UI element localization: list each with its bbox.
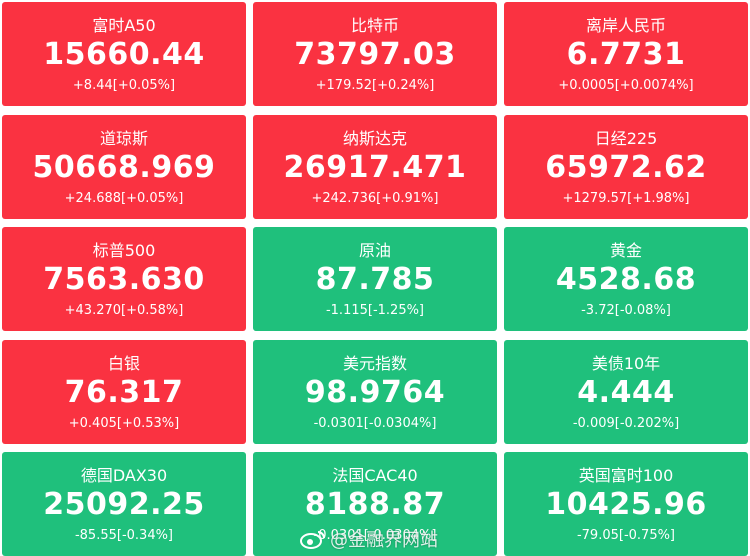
quote-name: 美元指数 xyxy=(342,353,407,373)
quote-price: 25092.25 xyxy=(43,487,205,522)
quote-price: 6.7731 xyxy=(566,37,686,72)
quote-change: -3.72[-0.08%] xyxy=(581,303,671,318)
quote-price: 76.317 xyxy=(64,374,184,410)
quote-name: 标普500 xyxy=(92,241,156,260)
quote-name: 纳斯达克 xyxy=(342,128,407,148)
quote-price: 65972.62 xyxy=(545,149,707,185)
quote-name: 比特币 xyxy=(350,16,399,35)
quote-price: 98.9764 xyxy=(304,374,446,410)
quote-tile: 美元指数 98.9764 -0.0301[-0.0304%] xyxy=(253,339,497,444)
quote-name: 德国DAX30 xyxy=(80,466,168,485)
watermark: @金融界网站 xyxy=(300,526,438,552)
quote-tile: 法国CAC40 8188.87 -0.0301[-0.0304%] xyxy=(253,452,497,556)
quote-tile: 原油 87.785 -1.115[-1.25%] xyxy=(253,227,497,331)
watermark-text: @金融界网站 xyxy=(330,530,438,551)
quote-tile: 标普500 7563.630 +43.270[+0.58%] xyxy=(2,227,246,331)
quote-tile: 富时A50 15660.44 +8.44[+0.05%] xyxy=(2,2,246,106)
quote-price: 15660.44 xyxy=(43,37,205,72)
quote-change: +8.44[+0.05%] xyxy=(72,78,176,93)
quote-tile: 黄金 4528.68 -3.72[-0.08%] xyxy=(504,227,748,331)
quote-price: 7563.630 xyxy=(43,262,205,297)
quote-change: -0.0301[-0.0304%] xyxy=(313,528,437,543)
quote-price: 10425.96 xyxy=(545,487,707,522)
quote-change: -85.55[-0.34%] xyxy=(74,528,174,543)
quote-name: 美债10年 xyxy=(591,353,661,373)
quote-change: -79.05[-0.75%] xyxy=(576,528,676,543)
quote-tile: 离岸人民币 6.7731 +0.0005[+0.0074%] xyxy=(504,2,748,106)
quote-price: 26917.471 xyxy=(283,149,467,185)
quote-change: +179.52[+0.24%] xyxy=(315,78,435,93)
quote-change: +1279.57[+1.98%] xyxy=(562,190,690,206)
quote-name: 富时A50 xyxy=(92,16,156,35)
quote-price: 87.785 xyxy=(315,262,435,297)
quote-tile: 德国DAX30 25092.25 -85.55[-0.34%] xyxy=(2,452,246,556)
quote-name: 离岸人民币 xyxy=(585,16,666,35)
quote-name: 原油 xyxy=(358,241,391,260)
quote-change: -1.115[-1.25%] xyxy=(325,303,425,318)
quote-change: +43.270[+0.58%] xyxy=(64,303,184,318)
quote-change: -0.0301[-0.0304%] xyxy=(313,415,437,431)
quote-price: 4.444 xyxy=(577,374,675,410)
quote-name: 黄金 xyxy=(609,241,642,260)
quote-name: 法国CAC40 xyxy=(332,466,418,485)
quote-name: 白银 xyxy=(107,353,140,373)
quote-name: 道琼斯 xyxy=(99,128,148,148)
quote-tile: 道琼斯 50668.969 +24.688[+0.05%] xyxy=(2,114,246,219)
quote-change: -0.009[-0.202%] xyxy=(572,415,680,431)
quote-tile: 纳斯达克 26917.471 +242.736[+0.91%] xyxy=(253,114,497,219)
quote-change: +0.0005[+0.0074%] xyxy=(558,78,694,93)
quote-name: 英国富时100 xyxy=(578,466,674,485)
quote-tile: 美债10年 4.444 -0.009[-0.202%] xyxy=(504,339,748,444)
quote-price: 50668.969 xyxy=(32,149,216,185)
quote-tile: 比特币 73797.03 +179.52[+0.24%] xyxy=(253,2,497,106)
quote-price: 73797.03 xyxy=(294,37,456,72)
quote-tile: 英国富时100 10425.96 -79.05[-0.75%] xyxy=(504,452,748,556)
quote-change: +0.405[+0.53%] xyxy=(68,415,180,431)
quote-tile: 白银 76.317 +0.405[+0.53%] xyxy=(2,339,246,444)
quote-change: +242.736[+0.91%] xyxy=(311,190,439,206)
quote-price: 8188.87 xyxy=(304,487,446,522)
weibo-icon xyxy=(300,531,325,549)
quote-name: 日经225 xyxy=(594,128,658,148)
quote-change: +24.688[+0.05%] xyxy=(64,190,184,206)
quote-price: 4528.68 xyxy=(555,262,697,297)
quote-tile: 日经225 65972.62 +1279.57[+1.98%] xyxy=(504,114,748,219)
